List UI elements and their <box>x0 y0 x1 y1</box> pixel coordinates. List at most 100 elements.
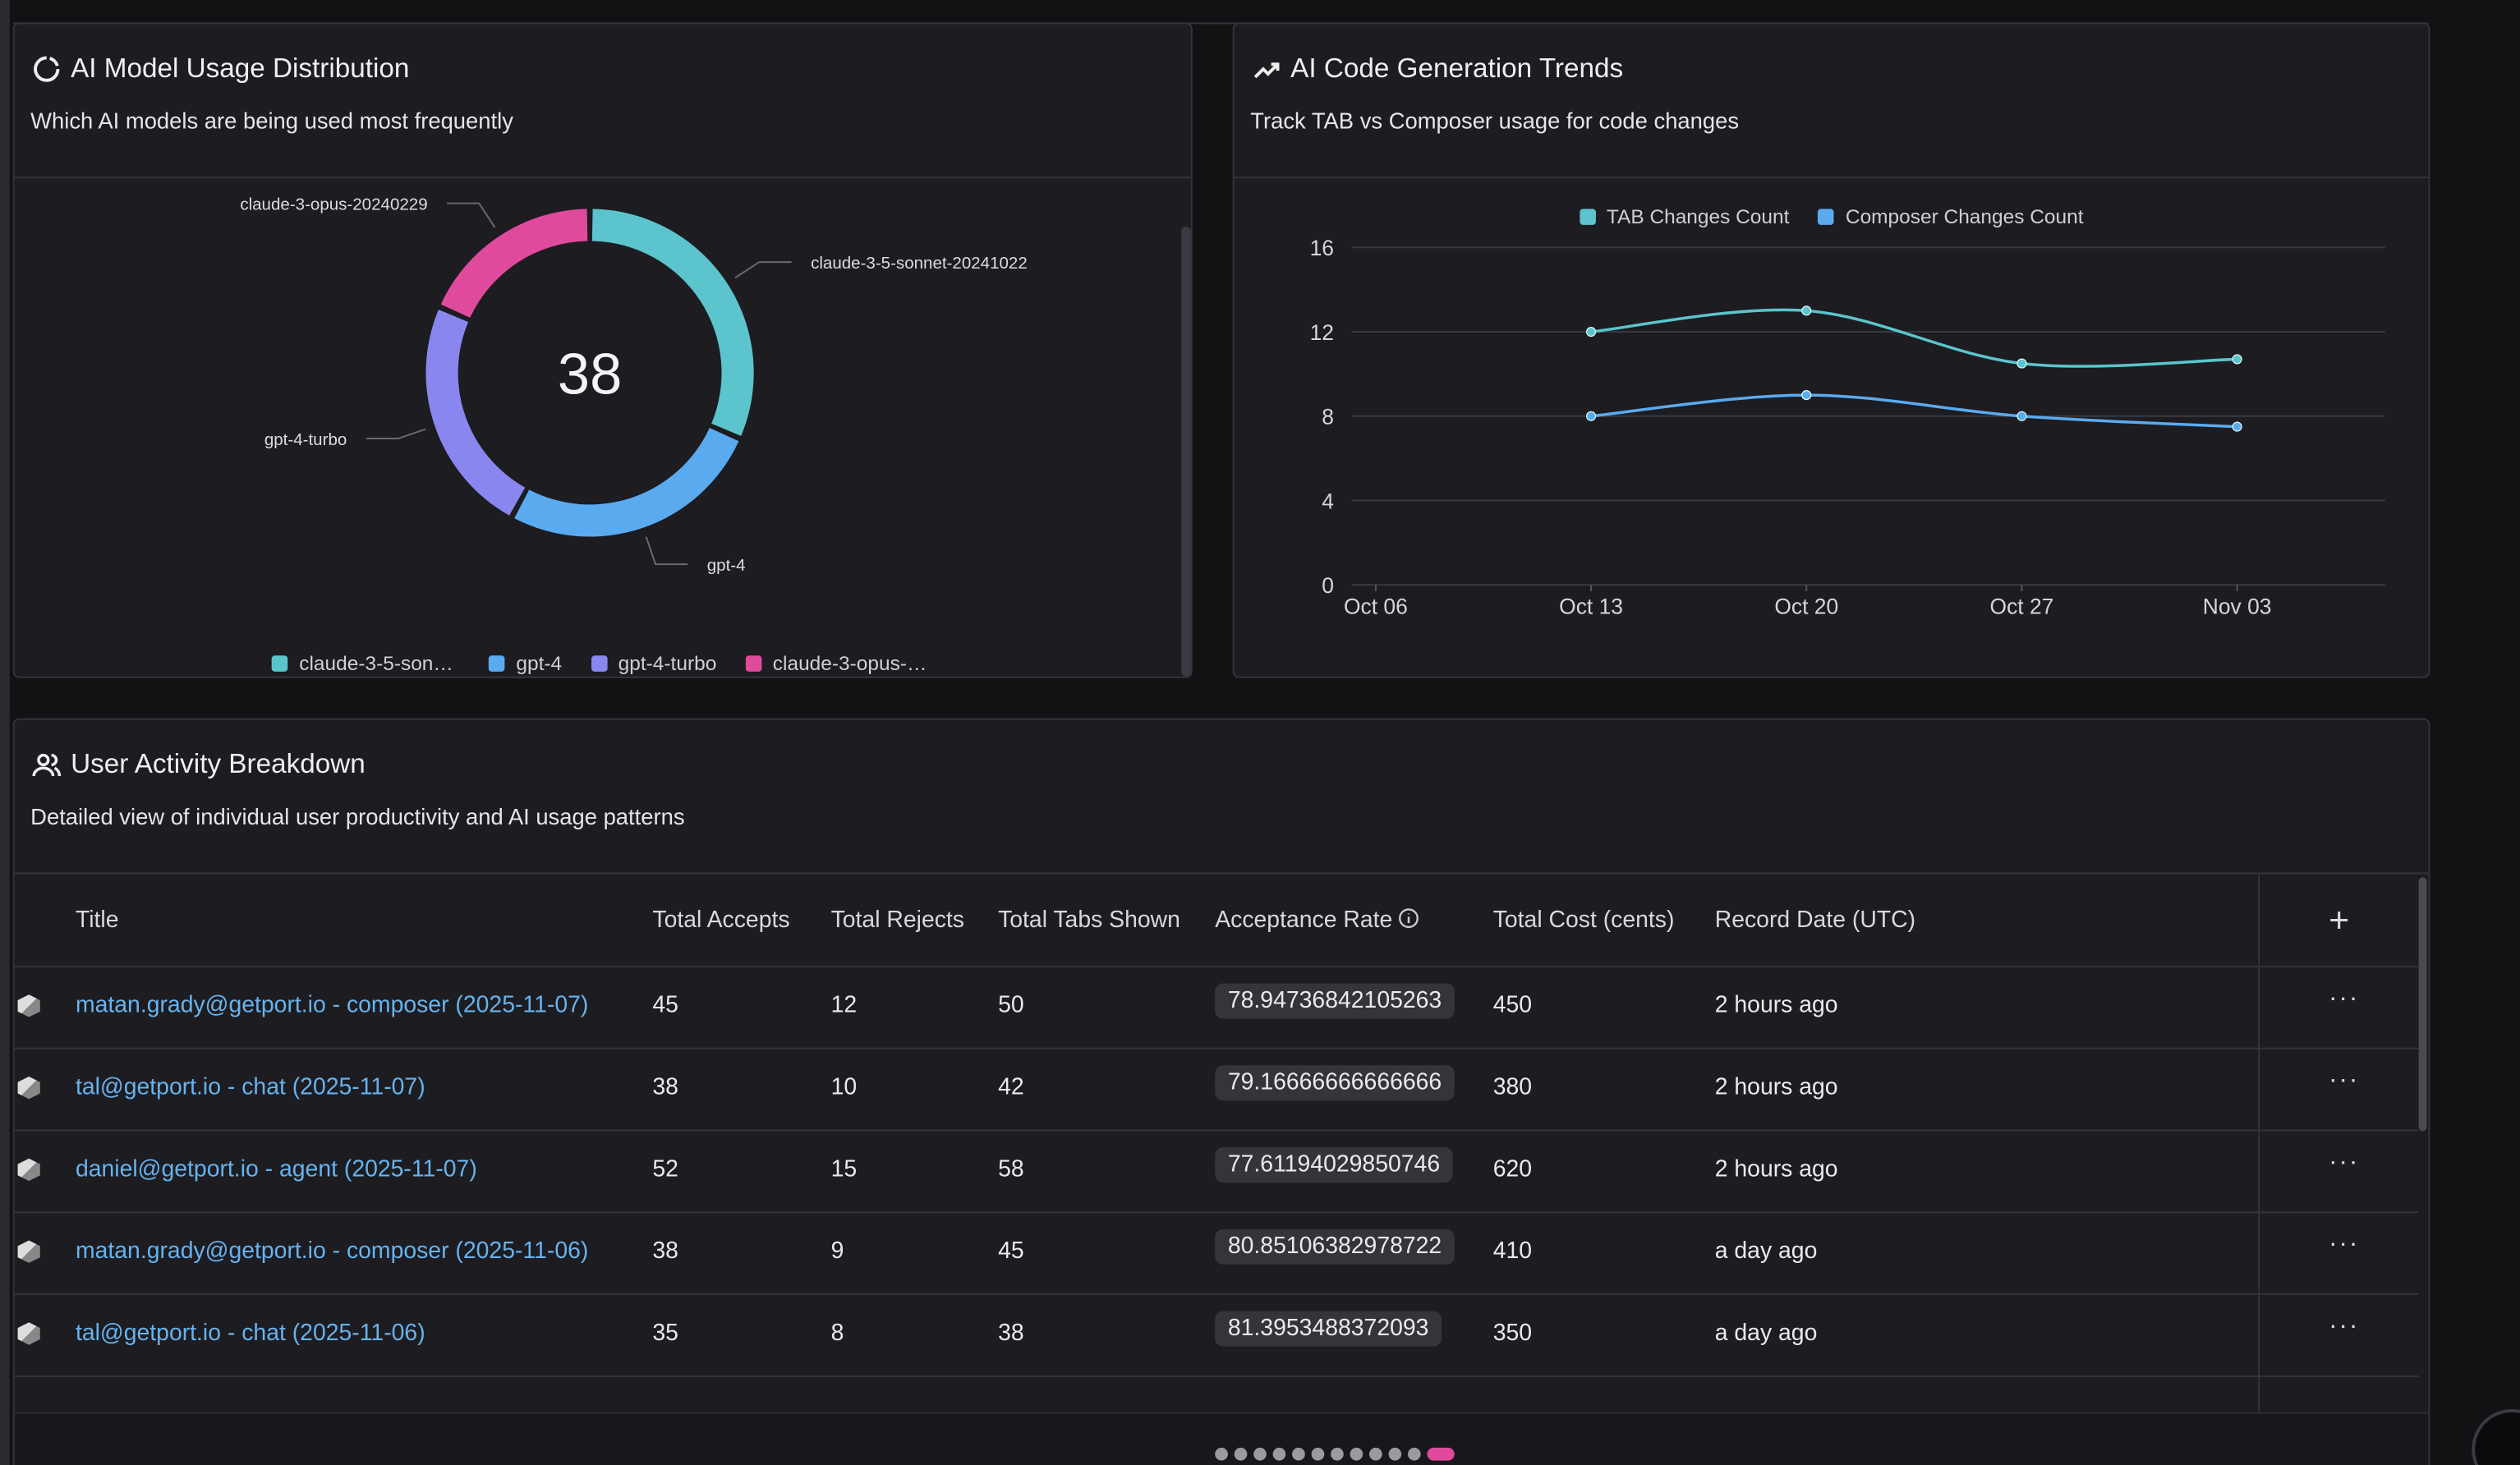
x-tick-label: Oct 27 <box>1990 594 2054 618</box>
pagination <box>1215 1447 1455 1461</box>
trends-panel: AI Code Generation Trends Track TAB vs C… <box>1232 22 2430 678</box>
header-text: Title <box>75 907 119 934</box>
table-cell: 77.61194029850746 <box>1215 1147 1453 1183</box>
title-text: AI Code Generation Trends <box>1290 53 1624 84</box>
row-divider <box>14 965 2419 967</box>
data-point <box>2232 421 2242 432</box>
table-cell: 380 <box>1492 1074 1533 1101</box>
divider <box>14 872 2429 875</box>
row-menu-button[interactable]: ··· <box>2329 1230 2360 1259</box>
page-dot[interactable] <box>1388 1447 1402 1461</box>
rate-pill: 79.16666666666666 <box>1215 1065 1455 1101</box>
legend-swatch <box>1579 209 1596 225</box>
pie-chart: claude-3-5-sonnet-20241022 gpt-4 gpt-4-tur… <box>240 195 1027 575</box>
legend-swatch <box>489 655 505 672</box>
x-tick-label: Oct 06 <box>1344 594 1408 618</box>
column-header: Record Date (UTC) <box>1715 907 1915 933</box>
icon <box>1253 62 1280 79</box>
legend-label: claude-3-5-sonnet-20241022 <box>299 652 460 675</box>
row-menu-button[interactable]: ··· <box>2329 1312 2360 1340</box>
row-menu-button[interactable]: ··· <box>2329 1067 2360 1095</box>
table-cell: 2 hours ago <box>1714 993 1838 1019</box>
data-point <box>1585 326 1597 338</box>
page-dot[interactable] <box>1215 1447 1228 1461</box>
add-column-button[interactable]: + <box>2329 899 2350 940</box>
legend-item[interactable]: Composer Changes Count <box>1818 205 2083 228</box>
page-dot[interactable] <box>1408 1447 1421 1461</box>
table-cell: 620 <box>1492 1156 1533 1183</box>
sidebar-edge <box>0 0 10 1465</box>
legend-label: gpt-4 <box>516 652 563 675</box>
page-dot[interactable] <box>1331 1447 1344 1461</box>
table-cell: 35 <box>652 1320 678 1347</box>
row-title-link[interactable]: matan.grady@getport.io - composer (2025-… <box>75 993 589 1019</box>
row-menu-button[interactable]: ··· <box>2329 1148 2360 1177</box>
legend-item[interactable]: gpt-4-turbo <box>591 652 716 675</box>
panel-subtitle: Which AI models are being used most freq… <box>30 108 513 134</box>
page-dot[interactable] <box>1369 1447 1382 1461</box>
table-cell: 9 <box>830 1238 844 1265</box>
legend-swatch <box>591 655 607 672</box>
assistant-button[interactable] <box>2472 1408 2520 1465</box>
page-dot[interactable] <box>1311 1447 1325 1461</box>
column-header: Total Tabs Shown <box>998 907 1180 933</box>
leader-line <box>645 536 688 566</box>
table-cell: 78.94736842105263 <box>1215 983 1455 1019</box>
leader-line <box>734 261 792 279</box>
data-point <box>2232 354 2242 365</box>
page-dot[interactable] <box>1234 1447 1248 1461</box>
page-dot[interactable] <box>1350 1447 1363 1461</box>
x-tick-label: Oct 20 <box>1774 594 1838 618</box>
legend-item[interactable]: claude-3-opus-20240229 <box>745 652 933 675</box>
table-cell: 52 <box>652 1156 678 1183</box>
legend-item[interactable]: claude-3-5-sonnet-20241022 <box>272 652 460 675</box>
row-icon <box>17 1076 40 1100</box>
line-chart: 0 4 8 12 16 Oct 06 Oct 13 Oct 20 Oct 27 Nov 03 <box>1310 236 2385 618</box>
row-title-link[interactable]: daniel@getport.io - agent (2025-11-07) <box>75 1156 477 1183</box>
header-text: Total Rejects <box>830 907 965 934</box>
pie-slice <box>425 309 526 516</box>
rate-pill: 77.61194029850746 <box>1215 1147 1453 1183</box>
row-divider <box>14 1047 2419 1049</box>
row-title-link[interactable]: tal@getport.io - chat (2025-11-06) <box>75 1320 425 1347</box>
row-menu-button[interactable]: ··· <box>2329 985 2360 1013</box>
data-point <box>2016 411 2027 421</box>
table-cell: 58 <box>998 1156 1024 1183</box>
row-icon <box>17 1322 40 1345</box>
row-title-link[interactable]: tal@getport.io - chat (2025-11-07) <box>75 1074 425 1101</box>
data-point <box>1585 411 1597 421</box>
pie-slice <box>514 427 739 537</box>
table-cell: 15 <box>830 1156 858 1183</box>
legend-item[interactable]: TAB Changes Count <box>1579 205 1790 228</box>
legend-swatch <box>272 655 288 672</box>
info-icon[interactable] <box>1399 907 1419 929</box>
rate-pill: 81.3953488372093 <box>1215 1311 1442 1347</box>
page-dot[interactable] <box>1253 1447 1267 1461</box>
icon <box>32 753 62 777</box>
total-label: 38 <box>558 341 622 406</box>
page-dot[interactable] <box>1272 1447 1286 1461</box>
title-text: User Activity Breakdown <box>71 748 366 779</box>
row-icon <box>17 994 40 1017</box>
panel-subtitle: Detailed view of individual user product… <box>30 803 685 829</box>
legend-item[interactable]: gpt-4 <box>489 652 563 675</box>
table-cell: a day ago <box>1714 1320 1818 1347</box>
y-tick-label: 0 <box>1322 573 1334 598</box>
column-divider <box>2258 874 2260 1421</box>
panel-subtitle: Track TAB vs Composer usage for code cha… <box>1250 108 1740 134</box>
column-header: Total Rejects <box>831 907 964 933</box>
table-cell: 2 hours ago <box>1714 1156 1838 1183</box>
table-cell: 38 <box>652 1074 678 1101</box>
row-divider <box>14 1293 2419 1296</box>
legend-label: TAB Changes Count <box>1606 205 1790 228</box>
table-cell: a day ago <box>1714 1238 1818 1265</box>
table-cell: 2 hours ago <box>1714 1074 1838 1101</box>
row-divider <box>14 1211 2419 1214</box>
table-cell: 45 <box>652 993 678 1019</box>
row-title-link[interactable]: matan.grady@getport.io - composer (2025-… <box>75 1238 589 1265</box>
leader-line <box>447 202 496 228</box>
table-cell: 81.3953488372093 <box>1215 1311 1442 1347</box>
page-dot[interactable] <box>1427 1447 1455 1461</box>
page-dot[interactable] <box>1292 1447 1305 1461</box>
